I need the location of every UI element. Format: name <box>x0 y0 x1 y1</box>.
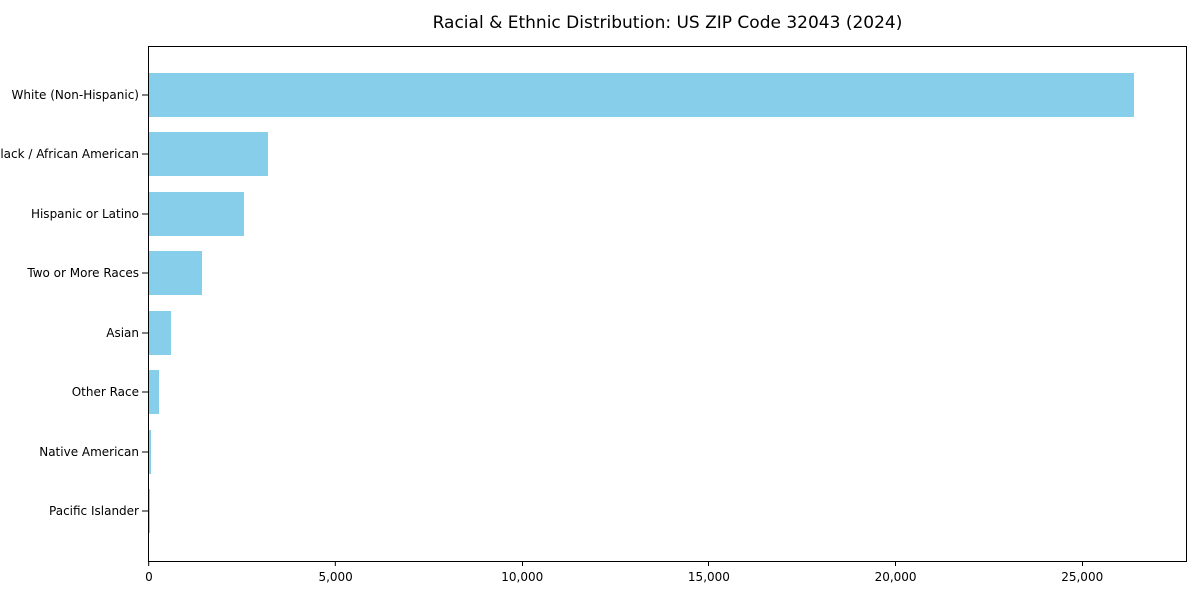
x-tick: 20,000 <box>875 561 917 584</box>
y-axis-label: Asian <box>106 325 139 340</box>
y-tick-mark <box>142 153 148 155</box>
x-tick-mark <box>335 561 337 566</box>
bar-row: Asian <box>106 303 1186 363</box>
x-tick: 10,000 <box>501 561 543 584</box>
bar <box>149 132 269 177</box>
bar-row: Black / African American <box>0 125 1186 185</box>
bar-row: Pacific Islander <box>49 482 1186 542</box>
y-axis-label: Other Race <box>71 385 139 400</box>
bar <box>149 251 202 296</box>
y-tick-mark <box>142 94 148 96</box>
y-axis-label: Pacific Islander <box>49 504 139 519</box>
y-tick-mark <box>142 272 148 274</box>
bars-area: White (Non-Hispanic) Black / African Amer… <box>0 47 1186 561</box>
y-axis-label: Native American <box>39 444 139 459</box>
y-axis-label: Black / African American <box>0 147 139 162</box>
bar-row: White (Non-Hispanic) <box>12 65 1186 125</box>
x-axis: 0 5,000 10,000 15,000 20,000 25,000 <box>145 561 1186 599</box>
bar-row: Hispanic or Latino <box>31 184 1186 244</box>
bar-row: Two or More Races <box>27 244 1186 304</box>
y-axis-label: Two or More Races <box>27 266 139 281</box>
chart-title: Racial & Ethnic Distribution: US ZIP Cod… <box>432 13 903 33</box>
x-tick: 5,000 <box>318 561 353 584</box>
bar <box>149 191 245 236</box>
y-tick-mark <box>142 213 148 215</box>
x-tick-mark <box>1081 561 1083 566</box>
bar <box>149 72 1135 117</box>
x-tick-mark <box>521 561 523 566</box>
x-tick-label: 10,000 <box>501 570 544 584</box>
x-tick-label: 20,000 <box>874 570 917 584</box>
plot-area: White (Non-Hispanic) Black / African Amer… <box>0 46 1187 584</box>
y-tick-mark <box>142 391 148 393</box>
bar <box>149 429 152 474</box>
x-tick-mark <box>148 561 150 566</box>
bar <box>149 310 172 355</box>
bar-row: Other Race <box>72 363 1186 423</box>
x-tick-label: 5,000 <box>318 570 353 584</box>
x-tick-label: 25,000 <box>1061 570 1104 584</box>
x-tick-mark <box>708 561 710 566</box>
x-tick-label: 15,000 <box>687 570 730 584</box>
x-tick: 25,000 <box>1061 561 1103 584</box>
y-tick-mark <box>142 451 148 453</box>
y-axis-label: Hispanic or Latino <box>30 206 139 221</box>
x-tick: 0 <box>145 561 153 584</box>
x-tick: 15,000 <box>688 561 730 584</box>
bar <box>149 489 150 534</box>
bar-row: Native American <box>39 422 1186 482</box>
y-axis-label: White (Non-Hispanic) <box>11 87 139 102</box>
y-tick-mark <box>142 510 148 512</box>
x-tick-label: 0 <box>145 570 153 584</box>
bar <box>149 370 160 415</box>
y-tick-mark <box>142 332 148 334</box>
x-tick-mark <box>895 561 897 566</box>
